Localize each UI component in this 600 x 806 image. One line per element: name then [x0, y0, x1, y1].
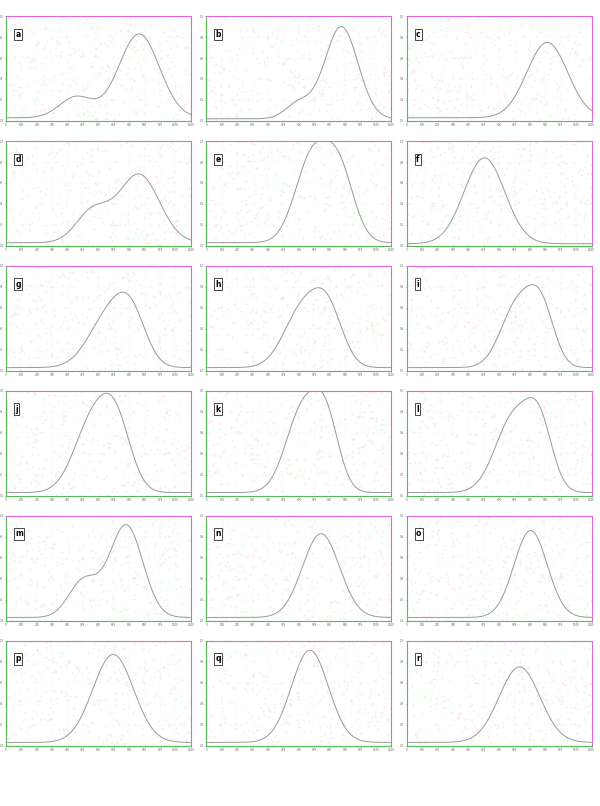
Text: n: n [215, 530, 221, 538]
Text: p: p [15, 654, 21, 663]
Text: q: q [215, 654, 221, 663]
Text: i: i [416, 280, 419, 289]
Text: g: g [15, 280, 21, 289]
Text: k: k [215, 405, 221, 413]
Text: c: c [416, 30, 421, 39]
Text: a: a [15, 30, 20, 39]
Text: f: f [416, 155, 419, 164]
Text: o: o [416, 530, 421, 538]
Text: j: j [15, 405, 18, 413]
Text: m: m [15, 530, 23, 538]
Text: d: d [15, 155, 21, 164]
Text: e: e [215, 155, 221, 164]
Text: b: b [215, 30, 221, 39]
Text: r: r [416, 654, 420, 663]
Text: h: h [215, 280, 221, 289]
Text: l: l [416, 405, 419, 413]
